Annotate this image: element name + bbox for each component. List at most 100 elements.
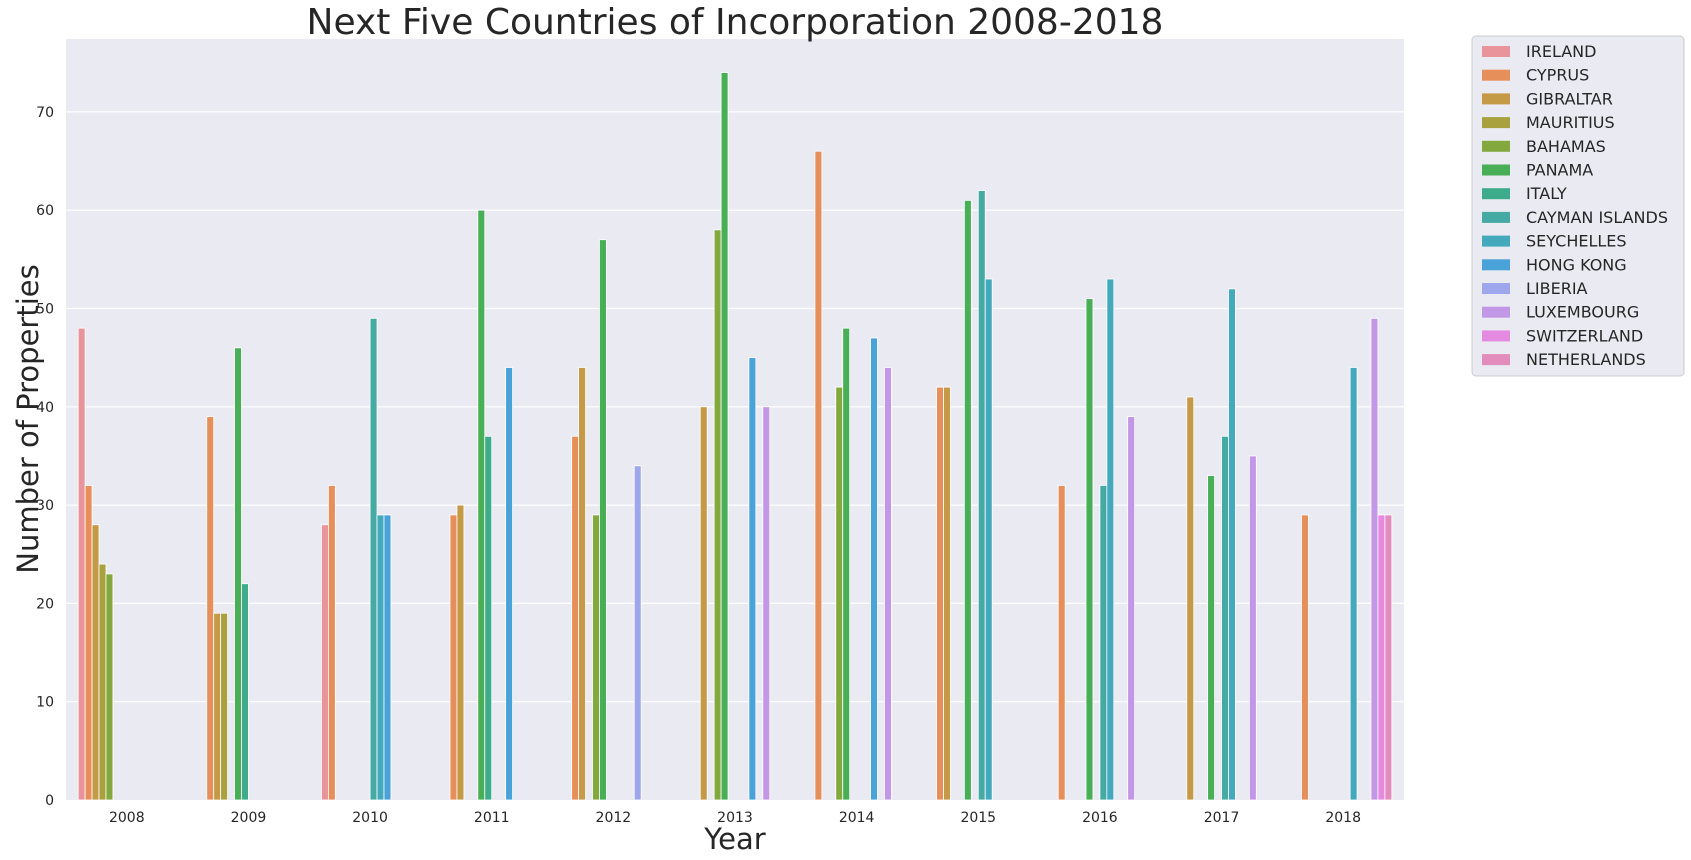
legend-swatch — [1482, 259, 1510, 271]
legend-swatch — [1482, 46, 1510, 57]
legend-label: MAURITIUS — [1526, 113, 1615, 132]
x-tick-labels: 2008 2009 2010 2011 2012 2013 2014 2015 2016 2017… — [109, 810, 1361, 826]
bar — [241, 583, 249, 801]
y-tick-label: 70 — [36, 105, 54, 121]
x-axis-label: Year — [703, 822, 765, 856]
bar — [1207, 475, 1215, 801]
x-tick-label: 2010 — [352, 810, 388, 826]
bar — [77, 327, 86, 801]
y-tick-label: 10 — [36, 695, 54, 711]
legend-label: BAHAMAS — [1526, 137, 1606, 156]
x-tick-label: 2017 — [1204, 810, 1240, 826]
legend-label: LIBERIA — [1526, 279, 1588, 298]
x-tick-label: 2015 — [960, 810, 996, 826]
legend-swatch — [1482, 354, 1510, 366]
bar — [477, 209, 486, 801]
bar — [505, 367, 513, 801]
x-tick-label: 2018 — [1325, 810, 1361, 826]
bar — [1186, 396, 1195, 801]
bar — [1221, 435, 1229, 801]
legend-label: LUXEMBOURG — [1526, 303, 1639, 322]
y-tick-label: 40 — [36, 400, 54, 416]
y-tick-labels: 0 10 20 30 40 50 60 70 — [36, 105, 54, 809]
bar — [748, 357, 757, 801]
plot-background — [66, 39, 1404, 800]
x-tick-label: 2011 — [474, 810, 510, 826]
bar — [977, 190, 986, 801]
bar — [383, 514, 392, 801]
bar — [720, 72, 729, 801]
chart-title: Next Five Countries of Incorporation 200… — [307, 2, 1164, 43]
bar — [98, 563, 107, 801]
bar — [984, 278, 993, 801]
legend-swatch — [1482, 164, 1510, 176]
bar — [592, 514, 600, 801]
legend-swatch — [1482, 140, 1510, 152]
bar — [814, 150, 823, 801]
bar — [1248, 455, 1257, 801]
legend-label: HONG KONG — [1526, 255, 1627, 274]
bar — [1349, 367, 1358, 801]
legend-swatch — [1482, 211, 1510, 223]
bars — [77, 72, 1393, 801]
bar — [449, 514, 458, 801]
y-tick-label: 60 — [36, 203, 54, 219]
bar — [963, 199, 972, 801]
bar — [91, 524, 100, 801]
y-tick-label: 20 — [36, 596, 54, 612]
bar — [1384, 514, 1393, 801]
legend-swatch — [1482, 235, 1510, 247]
bar — [599, 239, 607, 801]
x-tick-label: 2008 — [109, 810, 145, 826]
legend-items: IRELAND CYPRUS GIBRALTAR MAURITIUS BAHAMAS PA… — [1482, 42, 1668, 369]
x-tick-label: 2013 — [717, 810, 753, 826]
x-tick-label: 2012 — [596, 810, 632, 826]
legend-label: GIBRALTAR — [1526, 89, 1613, 108]
x-tick-label: 2009 — [231, 810, 267, 826]
y-tick-label: 0 — [45, 793, 54, 809]
legend-swatch — [1482, 306, 1510, 318]
legend-label: IRELAND — [1526, 42, 1596, 61]
legend-label: CAYMAN ISLANDS — [1526, 208, 1668, 227]
bar — [943, 386, 951, 801]
bar — [84, 485, 93, 801]
bar — [842, 327, 851, 801]
bar — [835, 386, 844, 801]
bar — [321, 524, 329, 801]
x-tick-label: 2016 — [1082, 810, 1118, 826]
bar — [327, 485, 336, 801]
bar — [571, 435, 580, 801]
legend: IRELAND CYPRUS GIBRALTAR MAURITIUS BAHAMAS PA… — [1471, 35, 1685, 377]
legend-swatch — [1482, 117, 1510, 129]
bar — [884, 367, 892, 801]
legend-label: ITALY — [1526, 184, 1567, 203]
y-tick-label: 30 — [36, 498, 54, 514]
legend-label: CYPRUS — [1526, 66, 1589, 85]
legend-swatch — [1482, 330, 1510, 342]
x-tick-label: 2014 — [839, 810, 875, 826]
bar — [484, 435, 493, 801]
bar — [1106, 278, 1115, 801]
bar — [369, 317, 378, 801]
gridlines — [66, 111, 1404, 703]
bar — [234, 347, 242, 801]
bar — [1057, 485, 1066, 801]
y-tick-label: 50 — [36, 302, 54, 318]
bar — [936, 386, 944, 801]
bar — [713, 229, 722, 801]
bar — [699, 406, 708, 801]
bar — [1085, 298, 1094, 801]
bar — [1099, 485, 1108, 801]
bar — [633, 465, 642, 801]
bar — [213, 612, 222, 801]
bar — [870, 337, 878, 801]
bar — [1377, 514, 1386, 801]
legend-frame — [1471, 35, 1685, 377]
y-axis-label: Number of Properties — [11, 264, 45, 573]
legend-label: PANAMA — [1526, 161, 1593, 180]
bar — [206, 416, 215, 801]
legend-swatch — [1482, 93, 1510, 105]
bar — [220, 612, 228, 801]
legend-label: NETHERLANDS — [1526, 350, 1646, 369]
